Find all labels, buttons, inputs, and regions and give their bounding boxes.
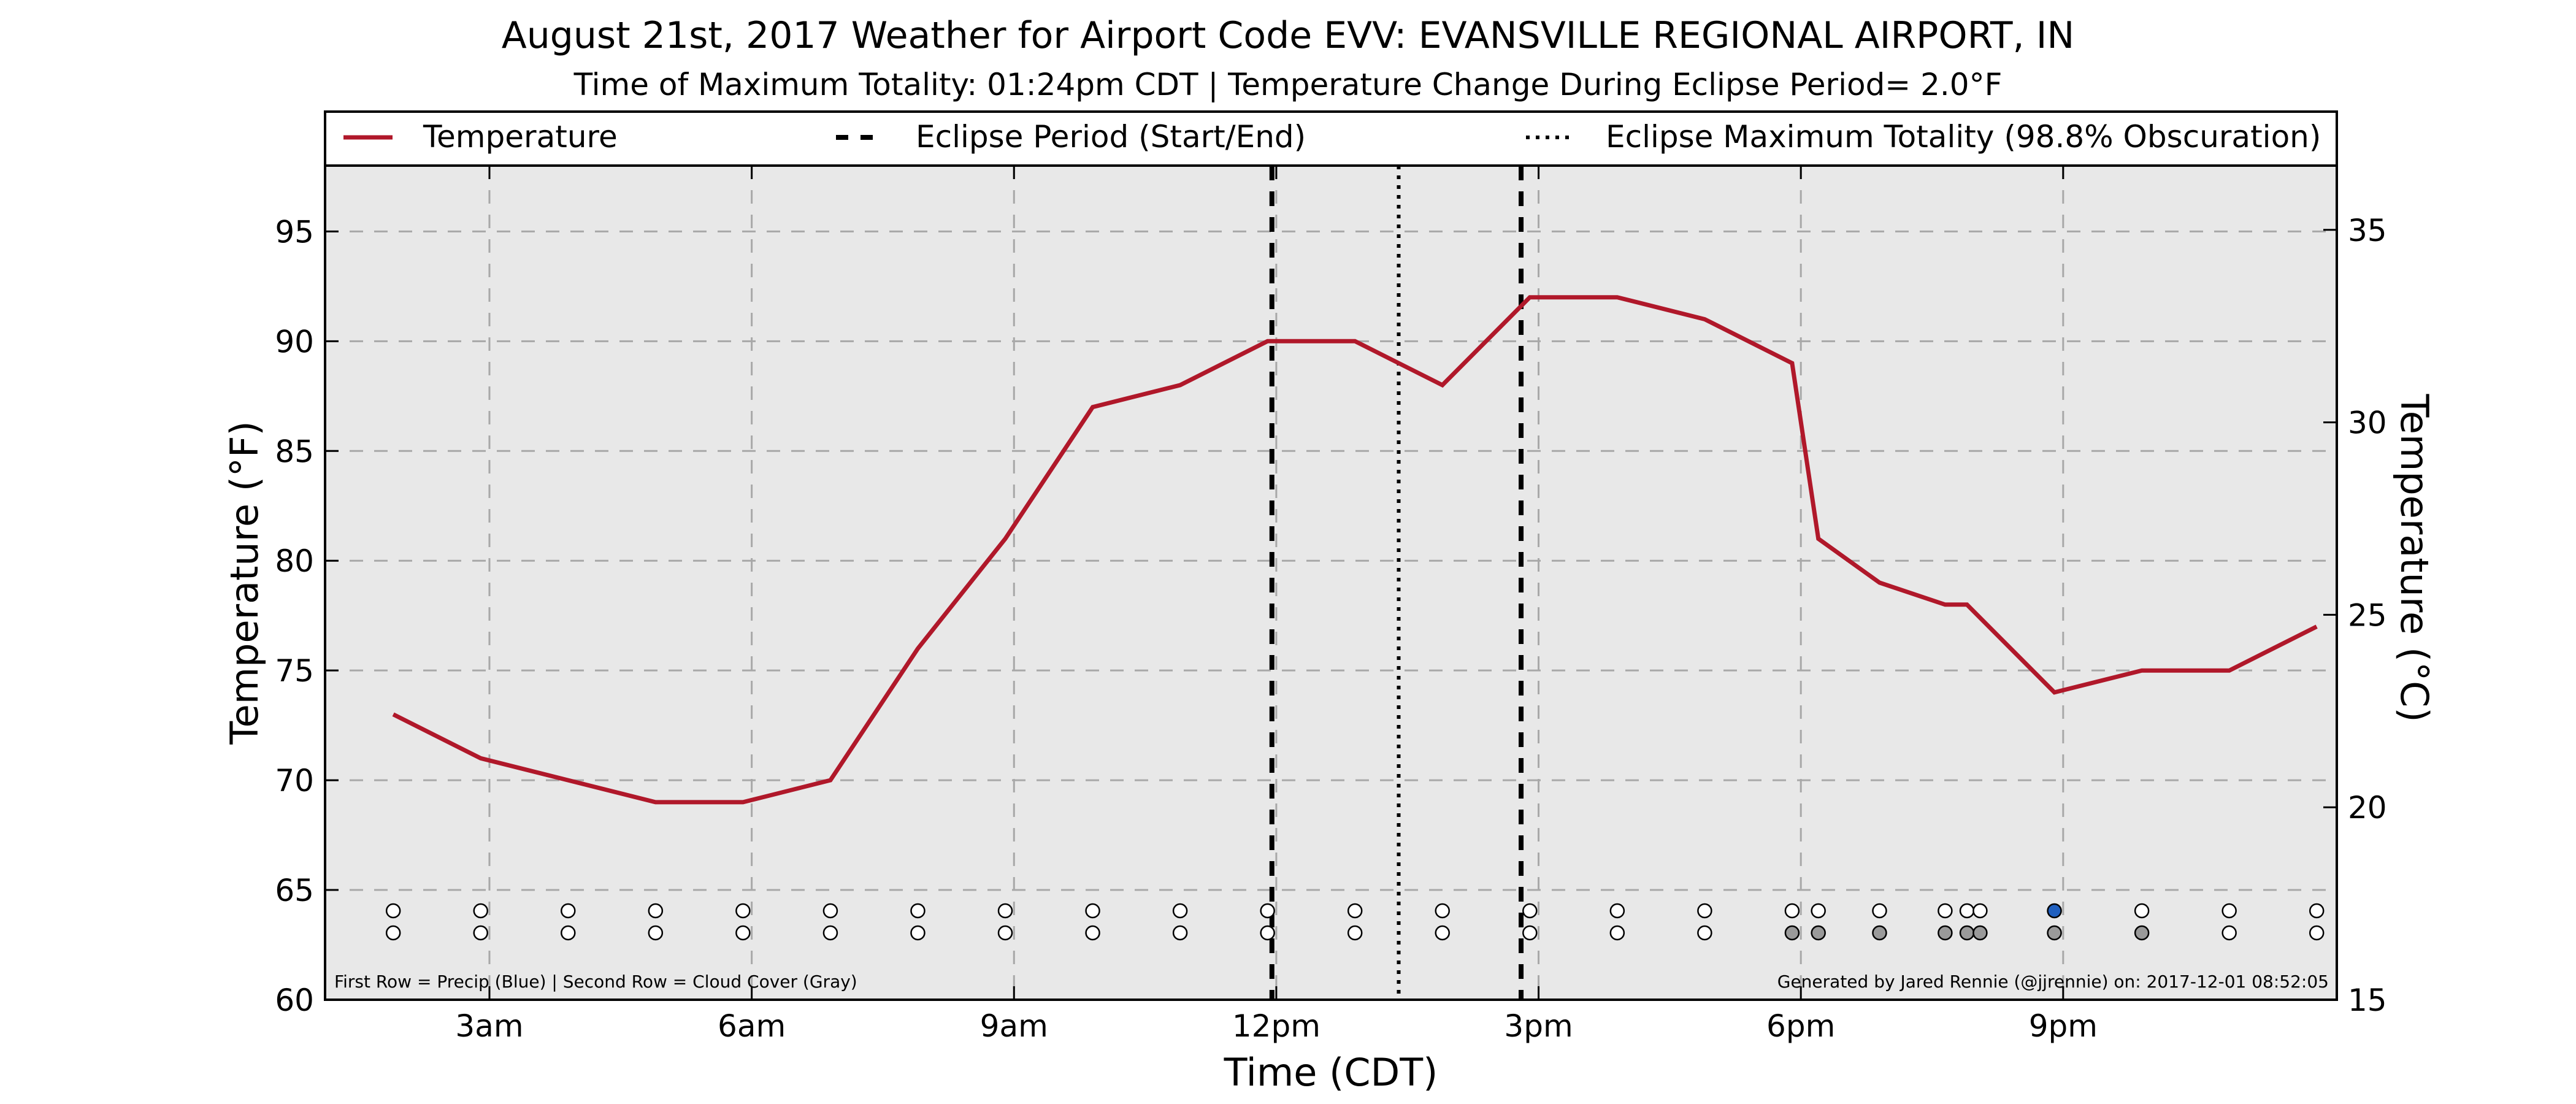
cloud-marker — [1260, 925, 1275, 941]
cloud-marker — [1811, 925, 1826, 941]
cloud-marker — [1085, 925, 1100, 941]
y-tick-label: 75 — [275, 653, 314, 689]
cloud-marker — [822, 925, 838, 941]
cloud-marker — [1522, 925, 1538, 941]
precip-marker — [1522, 903, 1538, 919]
cloud-marker — [1347, 925, 1363, 941]
precip-marker — [2134, 903, 2150, 919]
precip-marker — [1784, 903, 1800, 919]
y2-tick-label: 20 — [2348, 790, 2387, 826]
precip-marker — [2309, 903, 2325, 919]
precip-marker — [1872, 903, 1887, 919]
legend-label-eclipse-max: Eclipse Maximum Totality (98.8% Obscurat… — [1606, 119, 2321, 155]
cloud-marker — [1872, 925, 1887, 941]
precip-marker — [1972, 903, 1988, 919]
y-tick-label: 70 — [275, 763, 314, 799]
y-axis-label: Temperature (°F) — [222, 421, 267, 745]
x-tick-label: 12pm — [1232, 1008, 1321, 1044]
cloud-marker — [1959, 925, 1975, 941]
cloud-marker — [1938, 925, 1953, 941]
cloud-marker — [2134, 925, 2150, 941]
cloud-marker — [385, 925, 401, 941]
y-tick-label: 65 — [275, 873, 314, 908]
series-layer — [392, 295, 2318, 805]
plot-frame — [324, 164, 2338, 1001]
precip-marker — [822, 903, 838, 919]
y2-tick-label: 35 — [2348, 213, 2387, 248]
temperature-line — [392, 295, 2318, 805]
x-tick-label: 9am — [980, 1008, 1048, 1044]
precip-marker — [1085, 903, 1100, 919]
chart-title: August 21st, 2017 Weather for Airport Co… — [502, 14, 2075, 57]
cloud-marker — [2221, 925, 2237, 941]
footnote-right: Generated by Jared Rennie (@jjrennie) on… — [1777, 972, 2329, 992]
precip-marker — [910, 903, 926, 919]
y2-tick-label: 30 — [2348, 405, 2387, 441]
precip-marker — [1938, 903, 1953, 919]
precip-marker — [1172, 903, 1188, 919]
y-tick-label: 60 — [275, 983, 314, 1018]
cloud-marker — [1972, 925, 1988, 941]
x-tick-label: 3pm — [1504, 1008, 1573, 1044]
legend-label-eclipse-period: Eclipse Period (Start/End) — [916, 119, 1306, 155]
precip-marker — [385, 903, 401, 919]
axes: 3am 6am 9am 12pm 3pm 6pm 9pm 60 65 70 75 80 85 90 95 15… — [275, 166, 2387, 1044]
precip-marker — [473, 903, 488, 919]
cloud-marker — [473, 925, 488, 941]
cloud-marker — [1697, 925, 1712, 941]
precip-marker — [1697, 903, 1712, 919]
x-tick-label: 9pm — [2029, 1008, 2098, 1044]
x-tick-label: 6pm — [1766, 1008, 1835, 1044]
precip-marker — [2221, 903, 2237, 919]
chart-subtitle: Time of Maximum Totality: 01:24pm CDT | … — [573, 67, 2003, 102]
marker-rows — [385, 903, 2325, 941]
cloud-marker — [2309, 925, 2325, 941]
footnote-left: First Row = Precip (Blue) | Second Row =… — [334, 972, 857, 992]
cloud-marker — [1784, 925, 1800, 941]
x-axis-label: Time (CDT) — [1224, 1050, 1438, 1095]
plot-area — [325, 166, 2337, 1000]
precip-marker — [1959, 903, 1975, 919]
precip-marker — [1609, 903, 1625, 919]
precip-marker — [1435, 903, 1450, 919]
cloud-marker — [735, 925, 751, 941]
grid-lines — [325, 166, 2337, 1000]
legend-label-temperature: Temperature — [423, 119, 618, 155]
precip-marker — [1811, 903, 1826, 919]
y2-tick-label: 15 — [2348, 983, 2387, 1018]
cloud-marker — [648, 925, 664, 941]
cloud-marker — [997, 925, 1013, 941]
precip-marker — [1347, 903, 1363, 919]
precip-marker — [561, 903, 576, 919]
y2-axis-label: Temperature (°C) — [2392, 393, 2437, 722]
cloud-marker — [910, 925, 926, 941]
y2-tick-label: 25 — [2348, 597, 2387, 633]
cloud-marker — [1435, 925, 1450, 941]
legend: Temperature Eclipse Period (Start/End) E… — [343, 119, 2321, 155]
precip-marker — [997, 903, 1013, 919]
cloud-marker — [1172, 925, 1188, 941]
cloud-marker — [2047, 925, 2062, 941]
x-tick-label: 6am — [718, 1008, 786, 1044]
y-tick-label: 95 — [275, 214, 314, 250]
precip-marker — [2047, 903, 2062, 919]
precip-marker — [735, 903, 751, 919]
cloud-marker — [561, 925, 576, 941]
cloud-marker — [1609, 925, 1625, 941]
legend-box — [324, 110, 2338, 167]
y-tick-label: 80 — [275, 543, 314, 579]
precip-marker — [1260, 903, 1275, 919]
precip-marker — [648, 903, 664, 919]
y-tick-label: 85 — [275, 434, 314, 469]
y-tick-label: 90 — [275, 324, 314, 359]
x-tick-label: 3am — [455, 1008, 523, 1044]
